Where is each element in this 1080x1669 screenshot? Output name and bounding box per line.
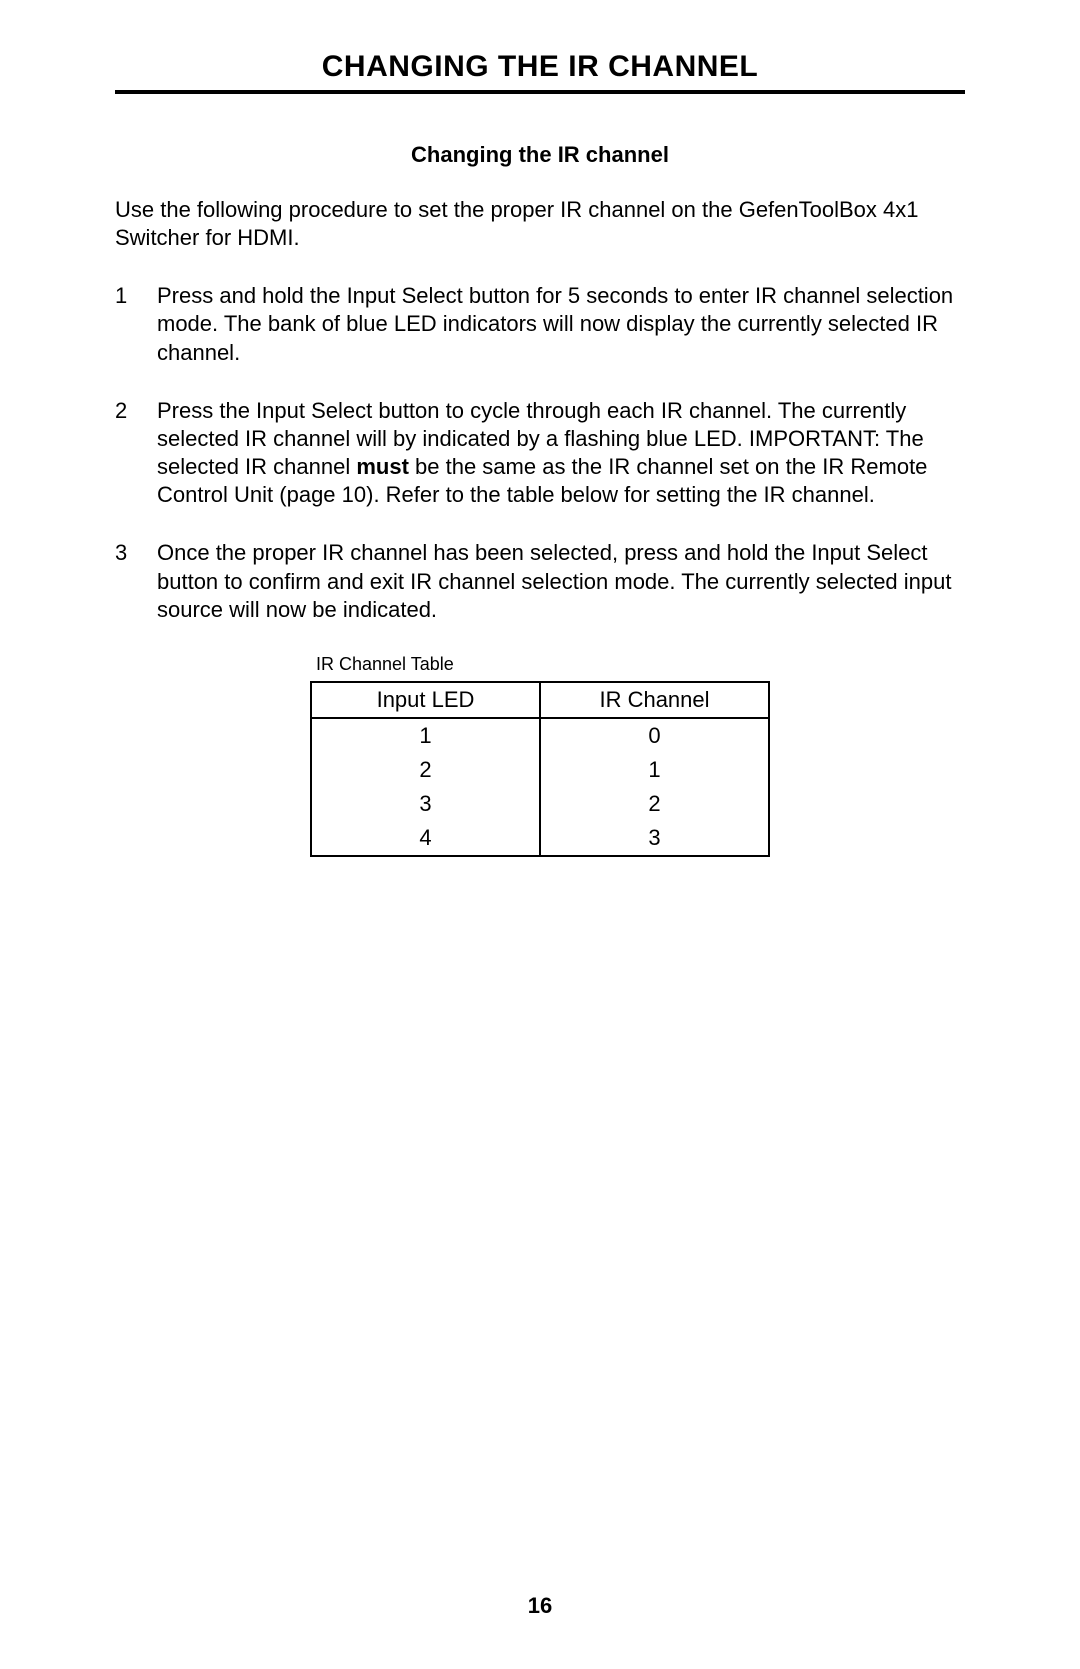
table-caption: IR Channel Table — [316, 654, 770, 675]
table-header-row: Input LED IR Channel — [311, 682, 769, 718]
table-cell: 3 — [540, 821, 769, 856]
table-row: 3 2 — [311, 787, 769, 821]
table-cell: 0 — [540, 718, 769, 753]
table-row: 1 0 — [311, 718, 769, 753]
table-header-col-1: IR Channel — [540, 682, 769, 718]
step-3: Once the proper IR channel has been sele… — [115, 539, 965, 623]
table-row: 4 3 — [311, 821, 769, 856]
table-cell: 3 — [311, 787, 540, 821]
step-2-text-bold: must — [356, 454, 409, 479]
page-title: CHANGING THE IR CHANNEL — [115, 50, 965, 94]
procedure-steps: Press and hold the Input Select button f… — [115, 282, 965, 624]
ir-channel-table-wrap: IR Channel Table Input LED IR Channel 1 … — [310, 654, 770, 857]
intro-paragraph: Use the following procedure to set the p… — [115, 196, 965, 252]
step-3-text: Once the proper IR channel has been sele… — [157, 540, 951, 621]
table-header-col-0: Input LED — [311, 682, 540, 718]
step-2: Press the Input Select button to cycle t… — [115, 397, 965, 510]
table-cell: 2 — [311, 753, 540, 787]
table-row: 2 1 — [311, 753, 769, 787]
step-1-text: Press and hold the Input Select button f… — [157, 283, 953, 364]
table-cell: 1 — [311, 718, 540, 753]
table-cell: 2 — [540, 787, 769, 821]
section-subheading: Changing the IR channel — [115, 142, 965, 168]
table-cell: 4 — [311, 821, 540, 856]
ir-channel-table: Input LED IR Channel 1 0 2 1 3 2 4 — [310, 681, 770, 857]
step-1: Press and hold the Input Select button f… — [115, 282, 965, 366]
page-number: 16 — [0, 1593, 1080, 1619]
table-cell: 1 — [540, 753, 769, 787]
